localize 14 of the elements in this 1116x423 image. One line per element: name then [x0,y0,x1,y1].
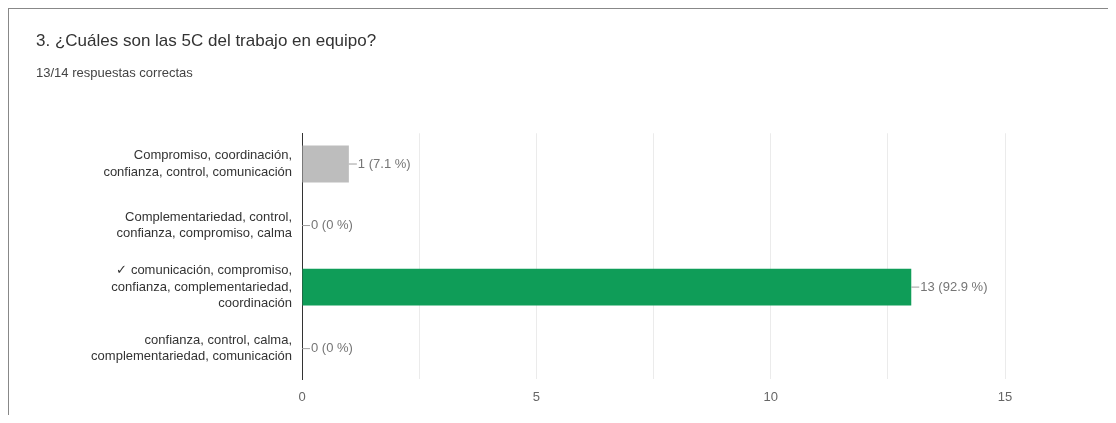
chart-title: 3. ¿Cuáles son las 5C del trabajo en equipo? [36,31,377,51]
x-tick-label: 10 [763,388,778,404]
x-tick-label: 0 [298,388,306,404]
data-label: 0 (0 %) [311,217,353,233]
y-tick-label: confianza, control, calma, complementariedad, comunicación [91,332,292,364]
data-label: 1 (7.1 %) [357,155,411,171]
y-tick-label: Compromiso, coordinación, confianza, control, comunicación [103,147,292,179]
y-tick-label: ✓ comunicación, compromiso, confianza, complementariedad, coordinación [111,262,292,310]
x-tick-label: 15 [997,388,1013,404]
x-tick-label: 5 [532,388,540,404]
data-label: 13 (92.9 %) [920,278,988,294]
y-tick-label: Complementariedad, control, confianza, compromiso, calma [116,209,293,241]
text: 13/14 respuestas correctas [36,65,193,80]
data-label: 0 (0 %) [311,340,353,356]
